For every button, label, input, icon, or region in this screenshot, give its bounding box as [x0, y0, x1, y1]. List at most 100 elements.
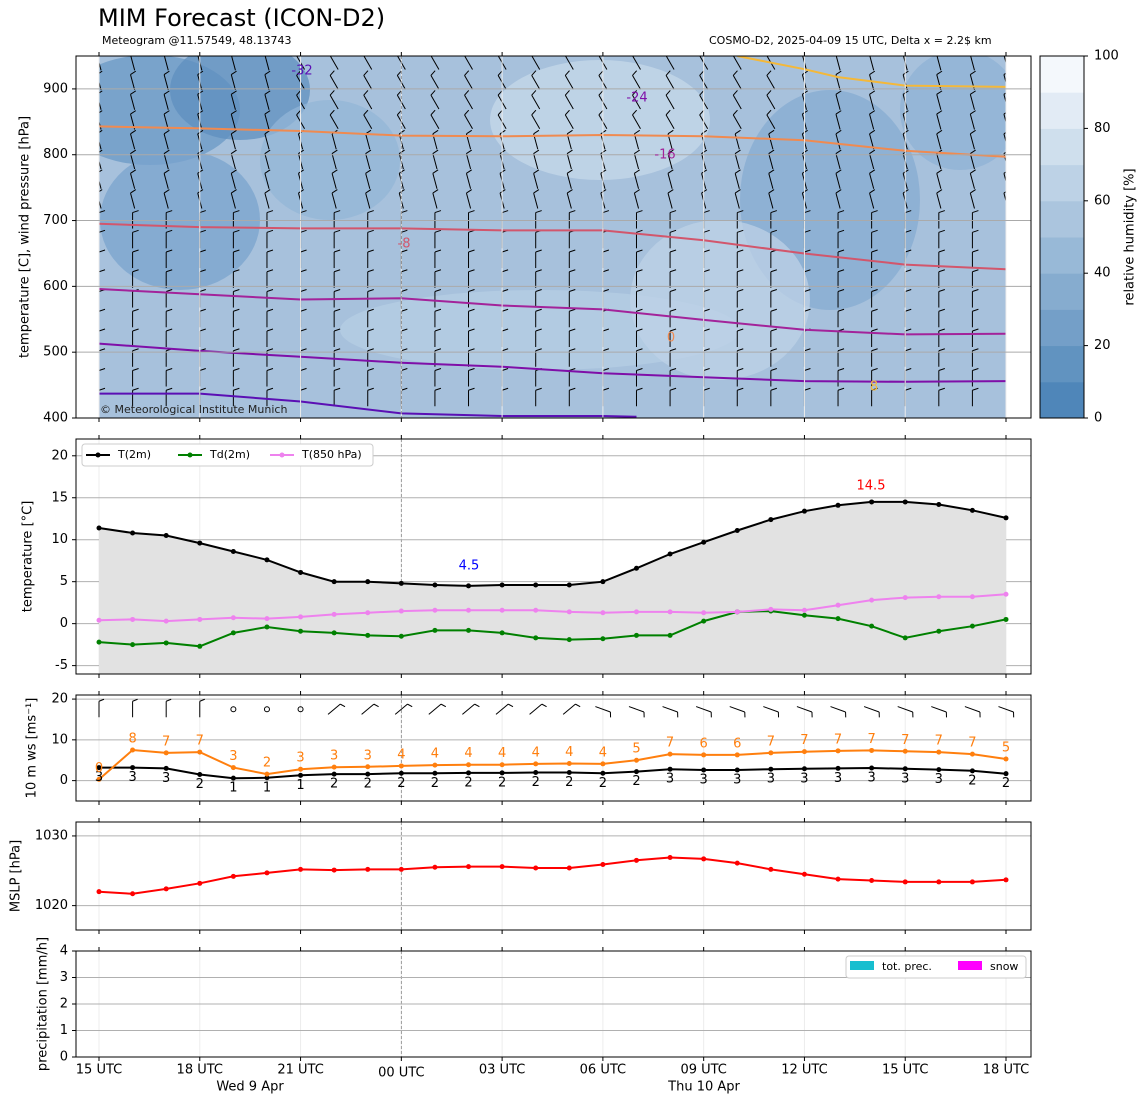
barb-flag: [99, 269, 106, 273]
wind-barb: [568, 289, 576, 308]
wind-barb: [662, 706, 679, 718]
series-point: [936, 501, 942, 507]
series-point: [835, 502, 841, 508]
wind-barb: [669, 269, 677, 288]
wind-barb: [837, 249, 845, 269]
barb-flag: [430, 70, 436, 76]
series-point: [667, 632, 673, 638]
wind-barb: [531, 56, 541, 70]
barb-flag: [569, 289, 576, 293]
colorbar-segment: [1040, 345, 1084, 383]
series-point: [533, 582, 539, 588]
wind-speed-label: 3: [733, 773, 741, 788]
barb-shaft: [732, 94, 742, 110]
barb-shaft: [264, 94, 270, 110]
barb-shaft: [632, 114, 641, 129]
wind-barb: [871, 289, 878, 308]
barb-flag: [233, 289, 240, 293]
wind-barb: [468, 249, 475, 269]
barb-flag: [602, 328, 610, 332]
barb-flag: [732, 109, 738, 116]
series-point: [1003, 771, 1009, 777]
wind-barb: [938, 229, 945, 249]
barb-shaft: [667, 192, 673, 209]
barb-flag: [163, 129, 170, 135]
barb-flag: [564, 51, 570, 56]
barb-flag: [367, 387, 374, 391]
barb-flag: [331, 189, 338, 194]
humidity-contour: [100, 150, 260, 290]
temperature-panel-ylabel: temperature [°C]: [21, 501, 36, 613]
barb-flag: [130, 169, 137, 174]
barb-shaft: [633, 173, 640, 189]
series-point: [600, 610, 606, 616]
series-point: [96, 639, 102, 645]
barb-flag: [564, 70, 570, 76]
barb-flag: [130, 189, 137, 194]
barb-flag: [333, 289, 341, 293]
wind-barb: [1005, 389, 1006, 407]
wind-barb: [367, 249, 374, 269]
barb-shaft: [462, 703, 475, 715]
barb-flag: [869, 90, 876, 95]
wind-barb: [535, 269, 542, 288]
barb-shaft: [667, 173, 673, 189]
wind-barb: [535, 249, 542, 269]
barb-shaft: [729, 706, 745, 713]
wind-barb: [936, 90, 943, 110]
barb-flag: [531, 90, 537, 96]
barb-flag: [598, 109, 604, 116]
barb-flag: [430, 109, 436, 116]
wind-barb: [266, 308, 274, 328]
barb-shaft: [1003, 94, 1006, 110]
wind-barb: [1003, 129, 1006, 150]
wind-speed-label: 3: [666, 772, 674, 787]
barb-flag: [667, 149, 674, 154]
wind-barb: [665, 90, 675, 110]
legend-label: T(850 hPa): [301, 448, 362, 461]
series-point: [969, 768, 975, 774]
wind-barb: [669, 387, 677, 407]
wind-barb: [99, 328, 106, 348]
barb-flag: [367, 210, 374, 214]
barb-flag: [636, 308, 643, 312]
wind-gust-label: 8: [128, 732, 136, 747]
series-point: [432, 864, 438, 870]
series-point: [667, 751, 673, 757]
barb-flag: [634, 129, 640, 135]
series-point: [298, 614, 304, 620]
barb-shaft: [869, 113, 875, 130]
barb-flag: [804, 229, 811, 233]
series-point: [667, 551, 673, 557]
series-point: [969, 879, 975, 885]
wind-barb: [1005, 350, 1006, 367]
barb-flag: [1005, 310, 1006, 312]
wind-barb: [938, 289, 945, 308]
barb-flag: [770, 328, 778, 332]
barb-shaft: [766, 114, 776, 129]
wind-barb: [938, 368, 945, 387]
barb-shaft: [130, 133, 136, 150]
barb-flag: [766, 90, 772, 96]
isotherm-label: 0: [667, 331, 675, 346]
wind-barb: [363, 90, 373, 110]
wind-barb: [835, 189, 842, 209]
colorbar-segment: [1040, 56, 1084, 93]
humidity-panel-ylabel: temperature [C], wind pressure [hPa]: [18, 116, 33, 358]
isotherm-line: [737, 56, 1006, 88]
series-point: [566, 637, 572, 643]
wind-barb: [869, 169, 876, 189]
barb-flag: [401, 387, 408, 391]
wind-barb: [367, 328, 374, 348]
barb-flag: [373, 703, 379, 708]
barb-shaft: [969, 192, 975, 209]
barb-shaft: [331, 133, 337, 150]
y-tick-label: 800: [43, 147, 68, 162]
barb-flag: [869, 169, 876, 174]
series-point: [869, 623, 875, 629]
barb-shaft: [464, 75, 473, 90]
barb-flag: [770, 269, 778, 273]
barb-flag: [298, 189, 305, 194]
barb-flag: [905, 229, 912, 233]
barb-flag: [737, 229, 744, 233]
